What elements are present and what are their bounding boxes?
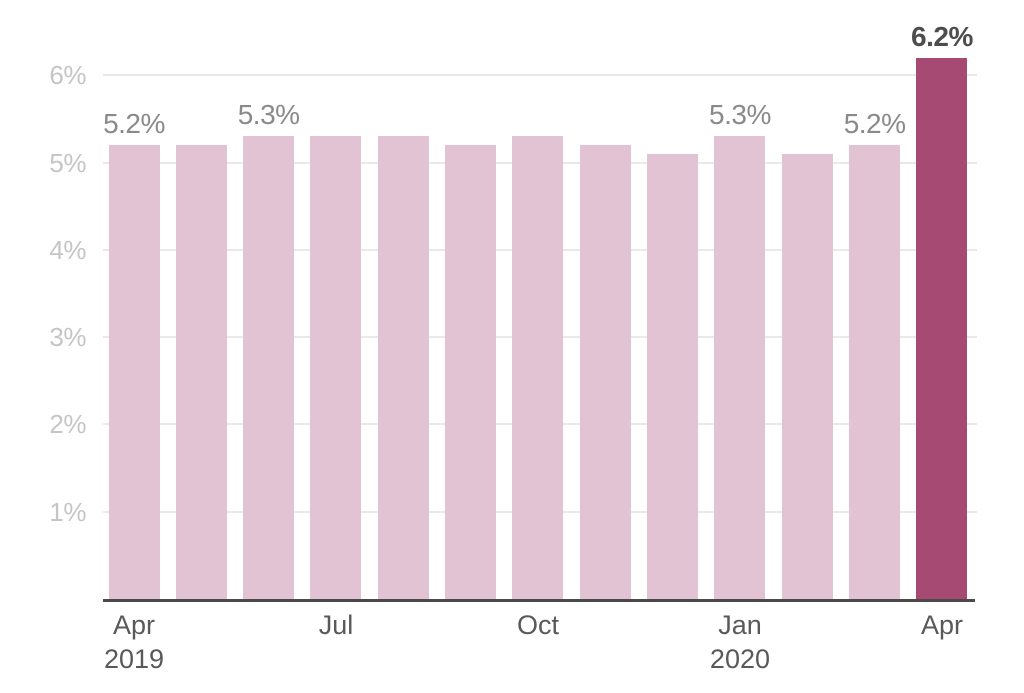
gridline	[103, 74, 977, 77]
bar	[714, 136, 766, 599]
x-tick-month: Oct	[516, 610, 559, 640]
bar	[175, 145, 227, 599]
bar	[310, 136, 362, 599]
x-axis-tick-label: Apr	[872, 608, 1012, 642]
x-axis-tick-label: Apr 2019	[64, 608, 204, 676]
x-tick-month: Apr	[112, 610, 156, 640]
bar-value-label: 6.2%	[911, 20, 973, 52]
bar	[647, 153, 699, 599]
y-axis-tick-label: 3%	[49, 322, 86, 353]
y-axis-tick-label: 5%	[49, 147, 86, 178]
y-axis-tick-label: 2%	[49, 409, 86, 440]
bar-highlighted	[916, 57, 968, 599]
x-tick-month: Jul	[318, 610, 354, 640]
x-axis-line	[103, 599, 975, 602]
bar	[579, 145, 631, 599]
x-tick-year: 2020	[709, 644, 770, 674]
x-tick-month: Jan	[718, 610, 762, 640]
bar	[108, 145, 160, 599]
bar	[781, 153, 833, 599]
y-axis-tick-label: 4%	[49, 234, 86, 265]
bar-value-label: 5.3%	[709, 99, 771, 131]
bar	[243, 136, 295, 599]
bar-value-label: 5.2%	[843, 108, 906, 140]
bar	[849, 145, 901, 599]
y-axis-tick-label: 6%	[49, 60, 86, 91]
bar	[445, 145, 497, 599]
bar	[377, 136, 429, 599]
x-axis-tick-label: Jan 2020	[670, 608, 810, 676]
x-tick-month: Apr	[920, 610, 963, 640]
bar-value-label: 5.3%	[237, 99, 300, 131]
x-axis-tick-label: Jul	[266, 608, 406, 642]
bar	[512, 136, 564, 599]
y-axis-tick-label: 1%	[49, 496, 86, 527]
x-axis-tick-label: Oct	[468, 608, 608, 642]
x-tick-year: 2019	[103, 644, 165, 674]
bar-value-label: 5.2%	[103, 108, 165, 140]
